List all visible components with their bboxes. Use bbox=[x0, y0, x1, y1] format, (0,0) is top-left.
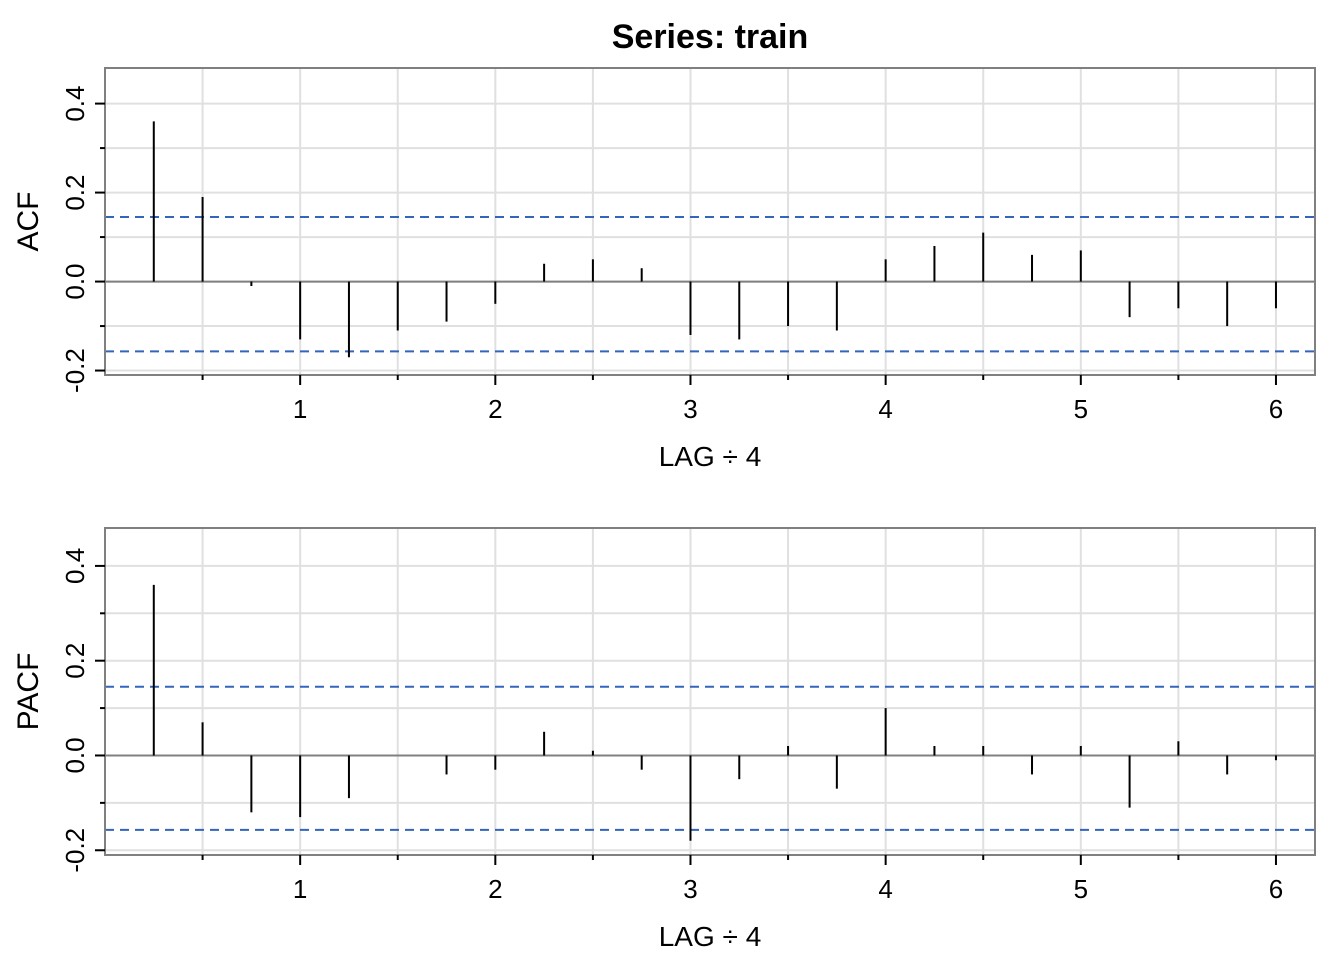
plot-frame bbox=[104, 67, 1316, 376]
x-tick-label: 4 bbox=[878, 874, 892, 904]
x-tick-label: 4 bbox=[878, 394, 892, 424]
panel-pacf: 1 2 3 4 5 6 -0.2 0.0 0.2 0.4 LAG ÷ 4 PACF bbox=[12, 527, 1316, 952]
chart-title: Series: train bbox=[612, 18, 809, 56]
x-tick-label: 1 bbox=[293, 874, 307, 904]
y-tick-label: 0.0 bbox=[60, 737, 90, 773]
y-tick-label: 0.4 bbox=[60, 86, 90, 122]
y-axis-label: PACF bbox=[12, 653, 45, 731]
y-tick-label: 0.2 bbox=[60, 175, 90, 211]
plot-frame bbox=[104, 527, 1316, 856]
x-tick-label: 6 bbox=[1269, 394, 1283, 424]
y-tick-label: -0.2 bbox=[60, 828, 90, 873]
x-tick-label: 2 bbox=[488, 394, 502, 424]
x-tick-label: 6 bbox=[1269, 874, 1283, 904]
panels-group: 1 2 3 4 5 6 -0.2 0.0 0.2 0.4 LAG ÷ 4 ACF 1 2 3 4 5 6 -0.2 0… bbox=[12, 67, 1316, 952]
x-axis-label: LAG ÷ 4 bbox=[659, 921, 762, 952]
x-tick-label: 5 bbox=[1074, 394, 1088, 424]
plot-background bbox=[105, 528, 1315, 855]
x-tick-label: 5 bbox=[1074, 874, 1088, 904]
x-tick-label: 1 bbox=[293, 394, 307, 424]
x-tick-label: 3 bbox=[683, 874, 697, 904]
x-tick-label: 3 bbox=[683, 394, 697, 424]
x-tick-label: 2 bbox=[488, 874, 502, 904]
plot-background bbox=[105, 68, 1315, 375]
y-tick-label: 0.2 bbox=[60, 643, 90, 679]
y-tick-label: 0.4 bbox=[60, 548, 90, 584]
y-axis-label: ACF bbox=[12, 192, 45, 252]
panel-acf: 1 2 3 4 5 6 -0.2 0.0 0.2 0.4 LAG ÷ 4 ACF bbox=[12, 67, 1316, 472]
x-axis-label: LAG ÷ 4 bbox=[659, 441, 762, 472]
y-tick-label: -0.2 bbox=[60, 348, 90, 393]
y-tick-label: 0.0 bbox=[60, 263, 90, 299]
